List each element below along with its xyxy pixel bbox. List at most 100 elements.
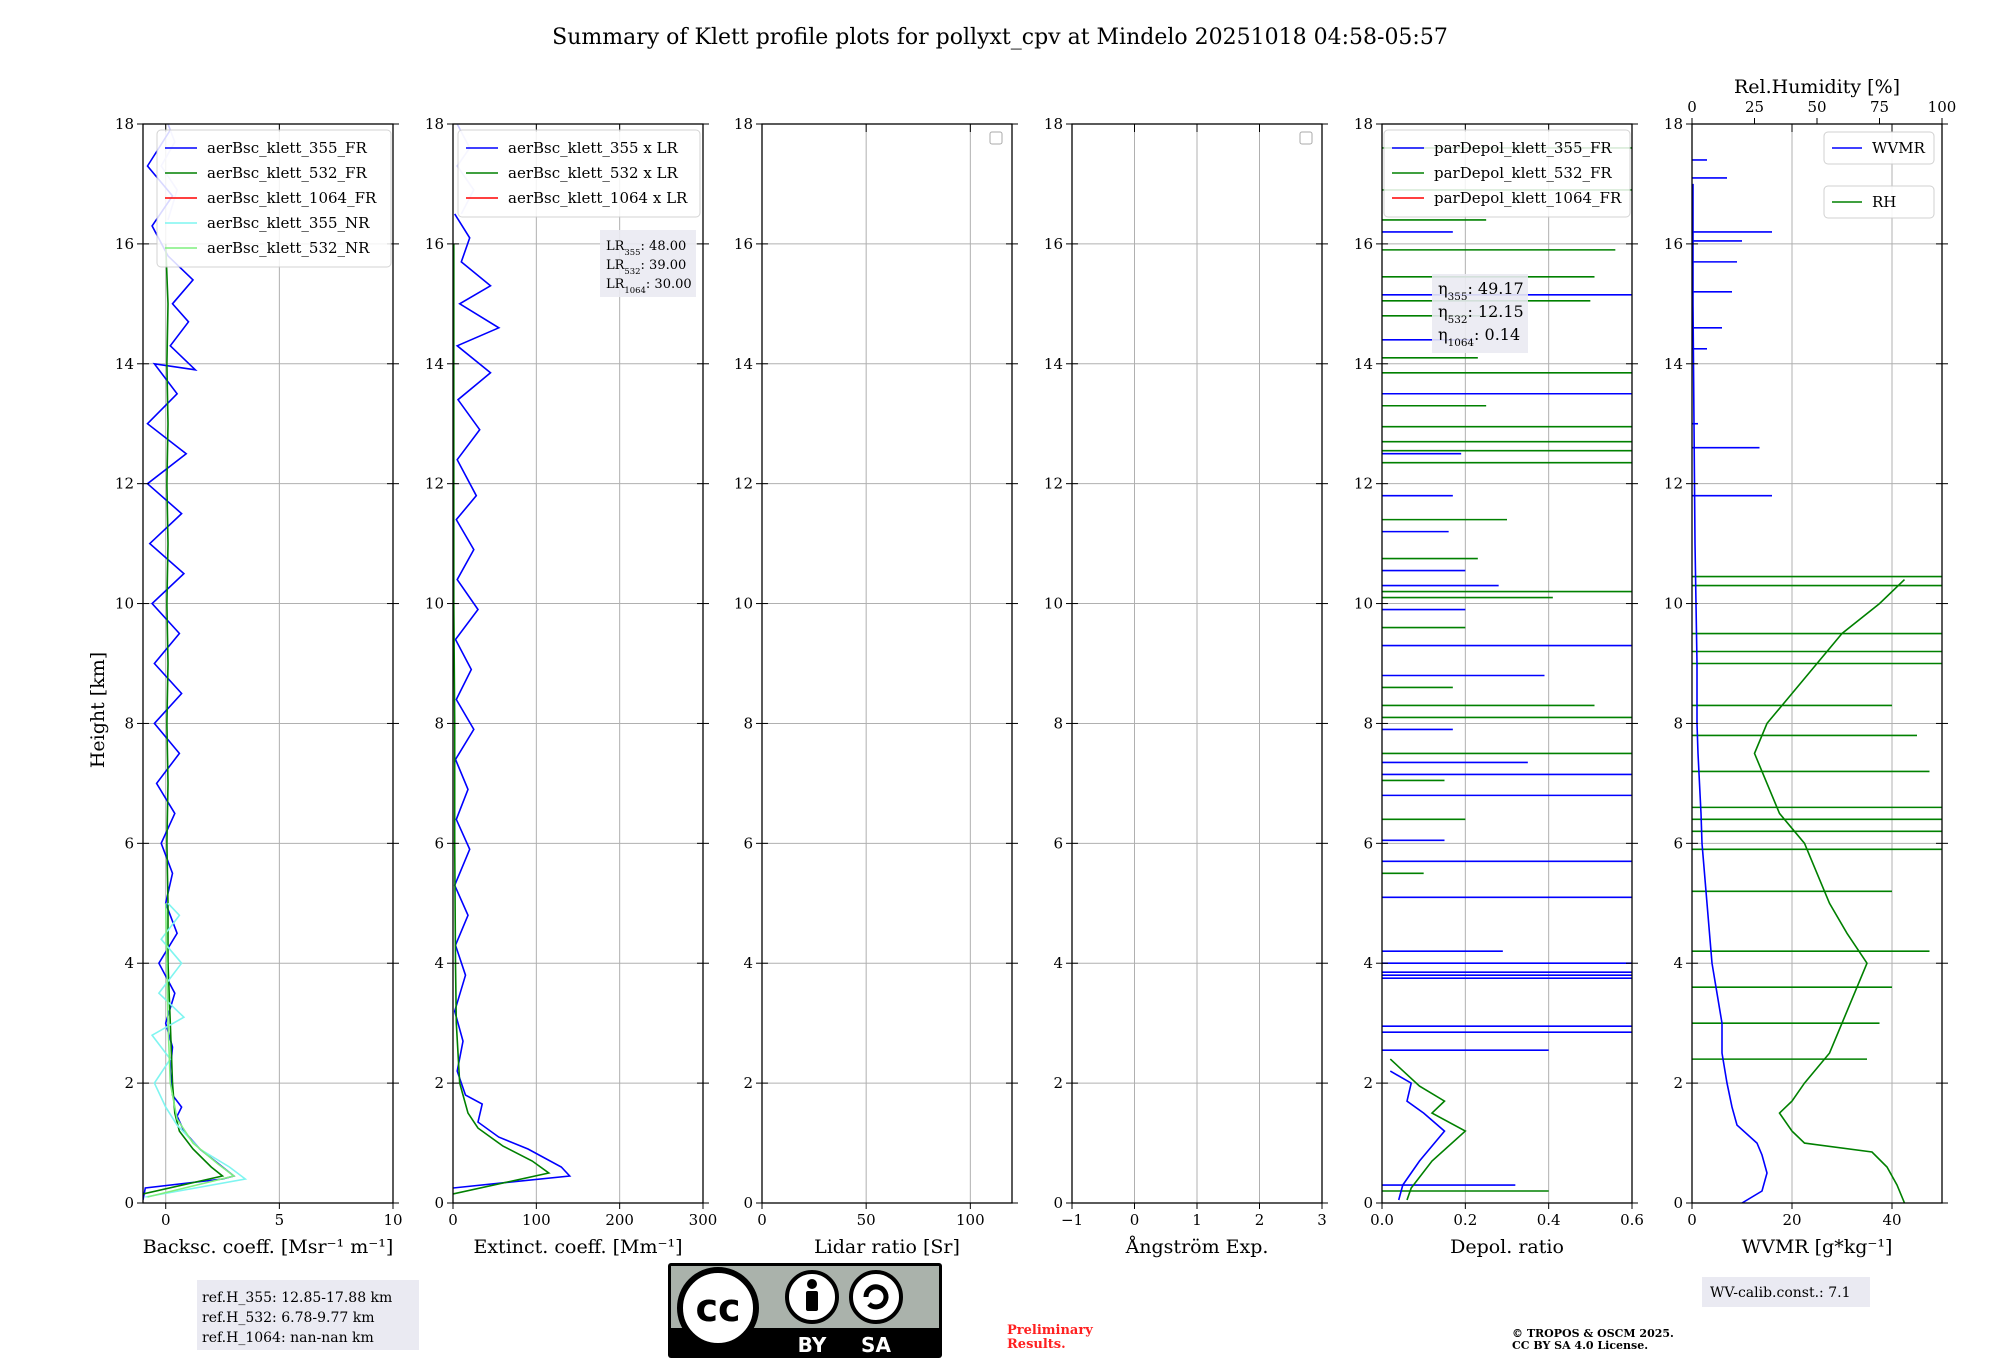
y-tick-label: 16	[115, 235, 134, 253]
annotations-group: ref.H_355: 12.85-17.88 km ref.H_532: 6.78…	[197, 1263, 1870, 1358]
legend-label: aerBsc_klett_1064 x LR	[508, 189, 688, 207]
y-tick-label: 4	[743, 954, 753, 972]
panel-bsc: 0 2 4 6 8 10 12 14 16 18 0 5 10 Backsc. coeff. [Msr⁻¹…	[115, 115, 403, 1258]
panel-frame	[142, 123, 394, 1204]
x-tick-label: 5	[275, 1211, 285, 1229]
legend-label: aerBsc_klett_1064_FR	[207, 189, 377, 207]
legend-label: parDepol_klett_355_FR	[1434, 139, 1612, 157]
series-line-aerBsc_klett_532_NR	[147, 903, 236, 1198]
y-axis-label: Height [km]	[87, 652, 109, 768]
lr-line: LR532: 39.00	[606, 258, 686, 276]
y-tick-label: 16	[1354, 235, 1373, 253]
y-tick-label: 16	[734, 235, 753, 253]
y-tick-label: 12	[1044, 475, 1063, 493]
y-tick-label: 6	[1363, 834, 1373, 852]
x-axis-label: Ångström Exp.	[1125, 1236, 1269, 1258]
y-tick-label: 10	[425, 595, 444, 613]
panel-ext: 0 2 4 6 8 10 12 14 16 18 0 100 200 300 Extinct. coeff.…	[425, 115, 717, 1258]
x-tick-label: 3	[1317, 1211, 1327, 1229]
y-tick-label: 4	[1673, 954, 1683, 972]
x-tick-label: 100	[956, 1211, 985, 1229]
y-tick-label: 6	[434, 834, 444, 852]
x-tick-label: 2	[1255, 1211, 1265, 1229]
y-tick-label: 6	[124, 834, 134, 852]
x-tick-label: 0.2	[1453, 1211, 1477, 1229]
series-line-RH	[1753, 579, 1906, 1203]
y-tick-label: 14	[115, 355, 134, 373]
y-tick-label: 2	[743, 1074, 753, 1092]
legend-label: WVMR	[1872, 139, 1926, 157]
lr-line: LR355: 48.00	[606, 239, 686, 257]
y-tick-label: 4	[124, 954, 134, 972]
copyright-text: CC BY SA 4.0 License.	[1512, 1339, 1648, 1352]
x-axis-label: Backsc. coeff. [Msr⁻¹ m⁻¹]	[143, 1236, 394, 1258]
series-line-parDepol_klett_355_FR	[1389, 1070, 1446, 1201]
y-tick-label: 12	[425, 475, 444, 493]
top-x-tick-label: 75	[1870, 98, 1889, 116]
x-tick-label: 0	[161, 1211, 171, 1229]
series-line-aerBsc_klett_532 x LR	[453, 243, 551, 1195]
y-tick-label: 10	[1354, 595, 1373, 613]
y-tick-label: 18	[734, 115, 753, 133]
y-tick-label: 2	[434, 1074, 444, 1092]
x-tick-label: 200	[605, 1211, 634, 1229]
series-line-aerBsc_klett_355 x LR	[453, 213, 572, 1189]
ref-height-line: ref.H_1064: nan-nan km	[202, 1330, 374, 1346]
y-tick-label: 10	[1664, 595, 1683, 613]
panel-frame	[452, 123, 704, 1204]
legend-label: aerBsc_klett_532_FR	[207, 164, 367, 182]
y-tick-label: 14	[425, 355, 444, 373]
by-person-head	[807, 1279, 817, 1289]
panel-grid	[761, 123, 1012, 1204]
preliminary-text: Results.	[1007, 1337, 1066, 1352]
y-tick-label: 16	[1044, 235, 1063, 253]
x-tick-label: 50	[857, 1211, 876, 1229]
y-tick-label: 10	[734, 595, 753, 613]
y-tick-label: 2	[1673, 1074, 1683, 1092]
y-tick-label: 18	[1664, 115, 1683, 133]
copyright-text: © TROPOS & OSCM 2025.	[1512, 1327, 1674, 1340]
y-tick-label: 18	[1044, 115, 1063, 133]
x-axis-label: Lidar ratio [Sr]	[814, 1236, 960, 1258]
x-tick-label: 0	[757, 1211, 767, 1229]
x-tick-label: 0.0	[1370, 1211, 1394, 1229]
panels-group: 0 2 4 6 8 10 12 14 16 18 0 5 10 Backsc. coeff. [Msr⁻¹…	[115, 76, 1956, 1258]
series-line-aerBsc_klett_532_FR	[143, 243, 225, 1195]
y-tick-label: 16	[1664, 235, 1683, 253]
legend-box	[1383, 129, 1631, 218]
y-tick-label: 0	[1053, 1194, 1063, 1212]
top-x-tick-label: 100	[1928, 98, 1957, 116]
x-axis-label: Depol. ratio	[1450, 1236, 1564, 1258]
legend-box	[457, 129, 701, 218]
panel-depol: 0 2 4 6 8 10 12 14 16 18 0.0 0.2 0.4 0.6 Depol. ratio p…	[1354, 115, 1644, 1258]
y-tick-label: 10	[115, 595, 134, 613]
x-axis-label: Extinct. coeff. [Mm⁻¹]	[473, 1236, 682, 1258]
y-tick-label: 0	[1363, 1194, 1373, 1212]
y-tick-label: 12	[115, 475, 134, 493]
y-tick-label: 0	[124, 1194, 134, 1212]
y-tick-label: 18	[425, 115, 444, 133]
legend-label: parDepol_klett_1064_FR	[1434, 189, 1622, 207]
y-tick-label: 2	[1053, 1074, 1063, 1092]
y-tick-label: 14	[1044, 355, 1063, 373]
y-tick-label: 12	[734, 475, 753, 493]
y-tick-label: 8	[434, 714, 444, 732]
y-tick-label: 18	[1354, 115, 1373, 133]
legend-label: RH	[1872, 193, 1896, 211]
x-tick-label: 40	[1882, 1211, 1901, 1229]
y-tick-label: 6	[743, 834, 753, 852]
lr-box	[600, 230, 696, 297]
top-x-tick-label: 50	[1807, 98, 1826, 116]
x-tick-label: 0	[1687, 1211, 1697, 1229]
y-tick-label: 8	[124, 714, 134, 732]
empty-legend-marker	[989, 131, 1003, 145]
panel-frame	[761, 123, 1013, 1204]
wv-calib-box	[1702, 1277, 1870, 1307]
y-tick-label: 14	[1664, 355, 1683, 373]
preliminary-text: Preliminary	[1007, 1323, 1093, 1338]
y-tick-label: 0	[743, 1194, 753, 1212]
y-tick-label: 2	[124, 1074, 134, 1092]
x-tick-label: −1	[1061, 1211, 1083, 1229]
